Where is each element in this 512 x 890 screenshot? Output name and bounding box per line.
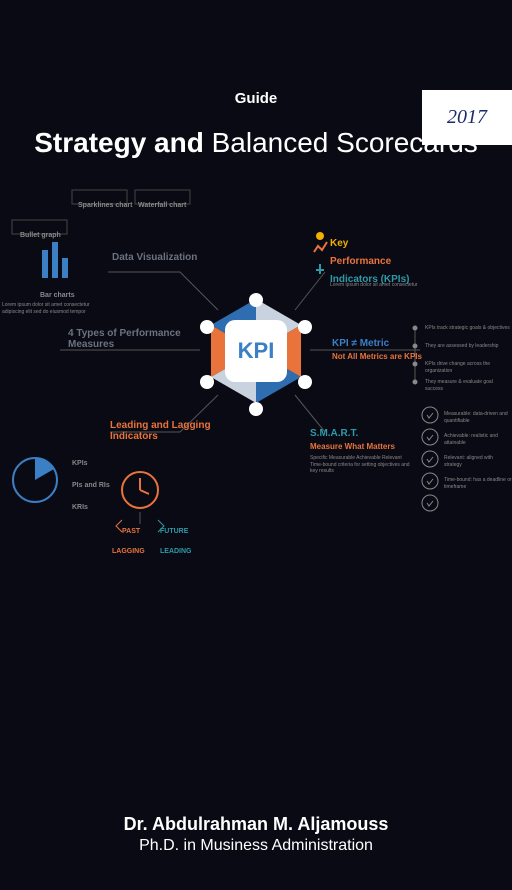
- kpi-center-badge: KPI: [225, 320, 287, 382]
- smart-bullet: Achievable: realistic and attainable: [444, 433, 512, 446]
- pie-slice: [35, 458, 54, 480]
- kpi-metric-bullet: They measure & evaluate goal success: [425, 379, 510, 392]
- author-name: Dr. Abdulrahman M. Aljamouss: [0, 814, 512, 835]
- kpi-metric-bullet: KPIs track strategic goals & objectives: [425, 325, 510, 332]
- chart-type-label: Bar charts: [40, 292, 75, 299]
- branch-leading-lagging-label: Leading and Lagging Indicators: [110, 420, 240, 442]
- branch-smart-label: S.M.A.R.T.: [310, 428, 358, 439]
- author-degree: Ph.D. in Musiness Administration: [0, 837, 512, 855]
- chart-type-label: Bullet graph: [20, 232, 61, 239]
- title-bold: Strategy and: [34, 127, 204, 158]
- pie-label: PIs and RIs: [72, 482, 110, 489]
- smart-bullet: Measurable: data-driven and quantifiable: [444, 411, 512, 424]
- branch-smart-desc: Specific Measurable Achievable Relevant …: [310, 455, 410, 475]
- smart-circle-icon: [422, 473, 438, 489]
- check-icon: [427, 413, 433, 418]
- branch-line: [108, 272, 218, 310]
- key-icon: [316, 232, 324, 240]
- kpi-def-part: Key: [330, 238, 348, 249]
- marker-icon: [316, 264, 324, 274]
- bullet-dot: [413, 326, 418, 331]
- bullet-dot: [413, 362, 418, 367]
- smart-bullet: Relevant: aligned with strategy: [444, 455, 512, 468]
- timeline-label: LEADING: [160, 548, 192, 555]
- kpi-metric-bullet: They are assessed by leadership: [425, 343, 498, 350]
- smart-circle-icon: [422, 451, 438, 467]
- timeline-label: FUTURE: [160, 528, 188, 535]
- check-icon: [427, 457, 433, 462]
- branch-line: [295, 395, 325, 432]
- chart-type-label: Sparklines chart: [78, 202, 132, 209]
- author-block: Dr. Abdulrahman M. Aljamouss Ph.D. in Mu…: [0, 814, 512, 855]
- check-icon: [427, 501, 433, 506]
- timeline-label: LAGGING: [112, 548, 145, 555]
- branch-line: [295, 272, 325, 310]
- branch-perf-measures-desc: Lorem ipsum dolor sit amet consectetur a…: [2, 302, 102, 315]
- check-icon: [427, 479, 433, 484]
- smart-circle-icon: [422, 407, 438, 423]
- bar-chart-icon: [62, 258, 68, 278]
- hexagon-node-dot: [200, 320, 214, 334]
- branch-smart-sublabel: Measure What Matters: [310, 442, 450, 451]
- bullet-dot: [413, 380, 418, 385]
- pie-label: KRIs: [72, 504, 88, 511]
- smart-bullet: Time-bound: has a deadline or timeframe: [444, 477, 512, 490]
- hexagon-node-dot: [298, 320, 312, 334]
- kpi-mindmap-diagram: KPI Data Visualization Sparklines chart Wa…: [0, 180, 512, 630]
- year-badge: 2017: [422, 90, 512, 145]
- chart-type-label: Waterfall chart: [138, 202, 186, 209]
- check-icon: [427, 435, 433, 440]
- pie-label: KPIs: [72, 460, 88, 467]
- branch-kpi-metric-sublabel: Not All Metrics are KPIs: [332, 352, 472, 361]
- timeline-label: PAST: [122, 528, 140, 535]
- branch-data-viz-label: Data Visualization: [112, 252, 197, 263]
- hexagon-node-dot: [200, 375, 214, 389]
- hexagon-node-dot: [249, 402, 263, 416]
- smart-circle-icon: [422, 495, 438, 511]
- bullet-dot: [413, 344, 418, 349]
- clock-hand: [140, 490, 149, 494]
- kpi-metric-bullet: KPIs drive change across the organizatio…: [425, 361, 510, 374]
- branch-kpi-metric-label: KPI ≠ Metric: [332, 338, 389, 349]
- hexagon-node-dot: [249, 293, 263, 307]
- year-text: 2017: [447, 106, 487, 129]
- kpi-center-label: KPI: [238, 338, 275, 364]
- chart-up-icon: [314, 242, 327, 252]
- hexagon-node-dot: [298, 375, 312, 389]
- bar-chart-icon: [42, 250, 48, 278]
- kpi-def-part: Indicators (KPIs): [330, 274, 409, 285]
- kpi-def-part: Performance: [330, 256, 391, 267]
- branch-perf-measures-label: 4 Types of Performance Measures: [68, 328, 188, 350]
- bar-chart-icon: [52, 242, 58, 278]
